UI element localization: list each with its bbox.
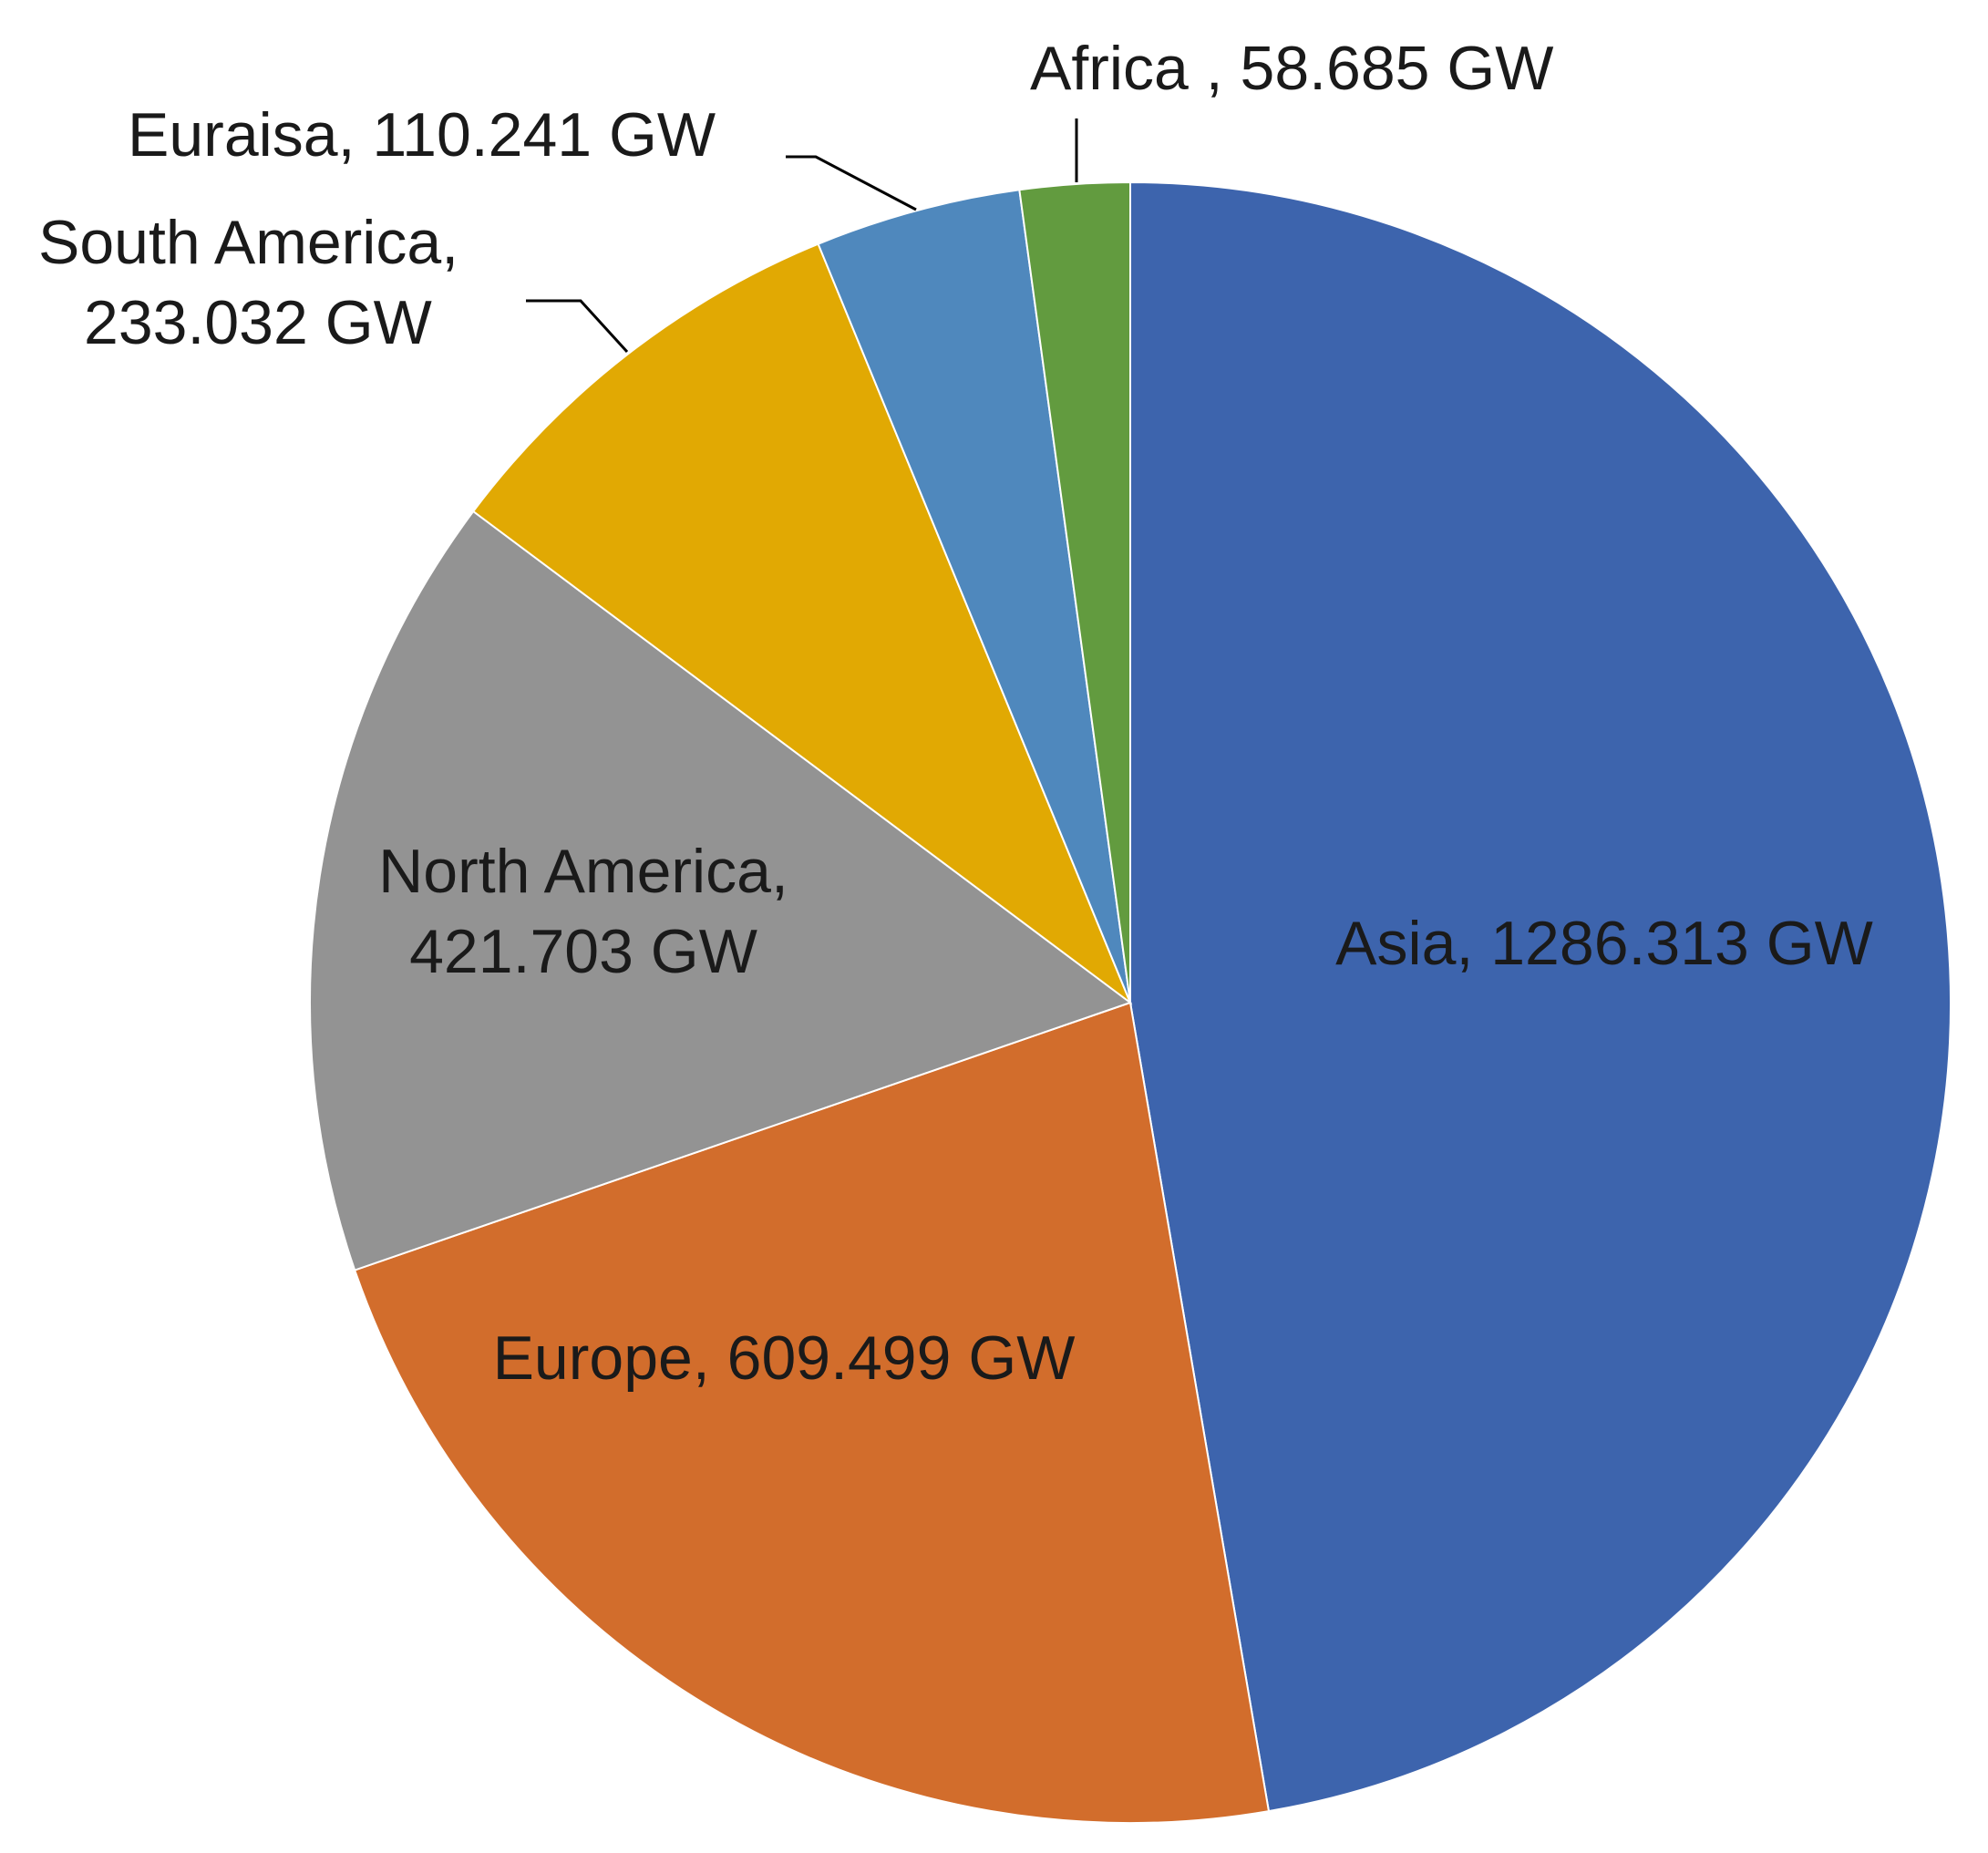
leader-line-euraisa [786,155,917,211]
pie-slice-north-america [309,510,1133,1271]
leader-lines [526,118,1078,354]
data-label-north-america-line-2: 421.703 GW [409,917,757,986]
data-label-africa: Africa , 58.685 GW [1030,34,1553,103]
data-label-north-america-line-1: North America, [378,837,788,906]
data-label-europe: Europe, 609.499 GW [493,1323,1076,1393]
pie-slice-asia [1129,180,1952,1813]
pie-slice-africa [1018,180,1131,1004]
leader-line-south-america [526,299,629,354]
pie-slice-europe [353,1001,1271,1824]
data-label-south-america-line-1: South America, [38,208,458,277]
data-label-euraisa: Euraisa, 110.241 GW [128,100,716,170]
data-label-south-america-line-2: 233.032 GW [84,288,432,357]
pie-slices [309,180,1952,1824]
data-label-asia: Asia, 1286.313 GW [1335,909,1873,978]
data-labels: Asia, 1286.313 GW Europe, 609.499 GW North… [38,34,1873,1393]
pie-slice-euraisa [817,189,1131,1004]
pie-slice-south-america [471,242,1133,1005]
